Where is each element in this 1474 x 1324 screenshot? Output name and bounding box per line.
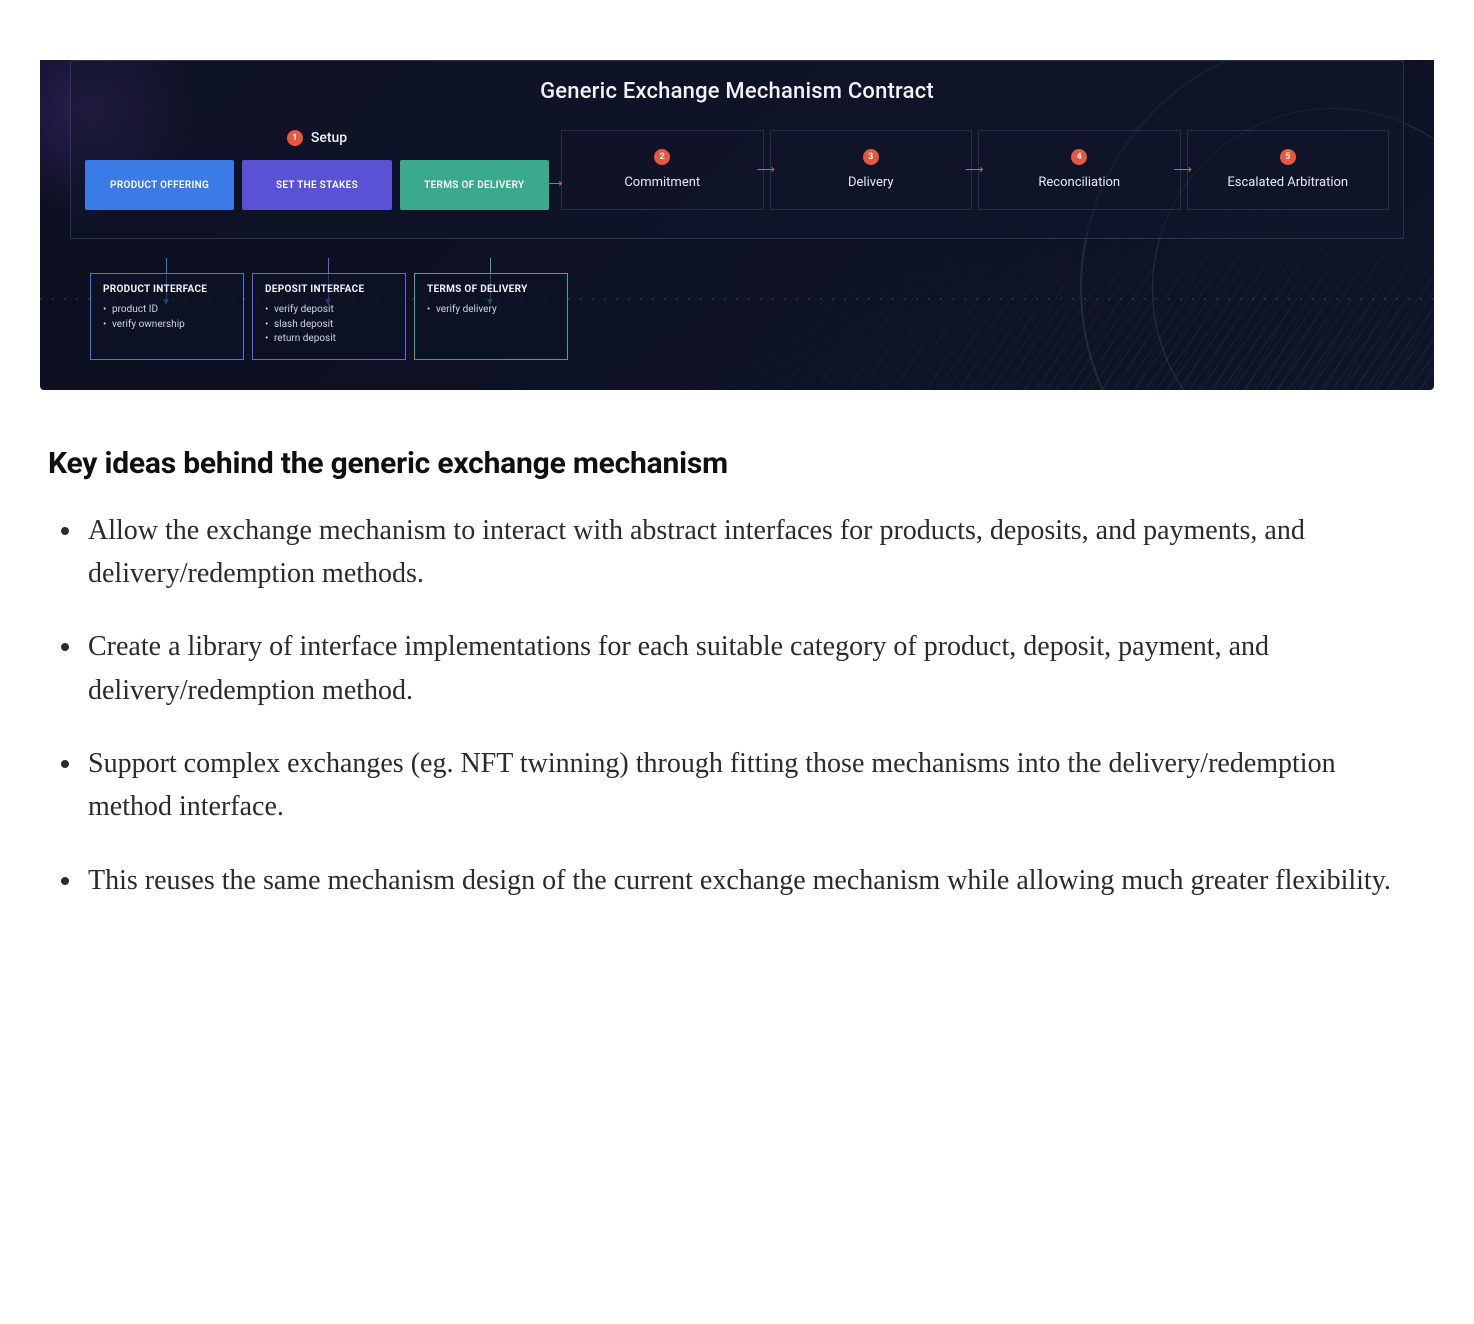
key-ideas-list: Allow the exchange mechanism to interact…	[48, 509, 1426, 903]
stage-label: Escalated Arbitration	[1227, 175, 1348, 191]
interface-item: verify ownership	[103, 318, 231, 333]
interface-items: product ID verify ownership	[103, 303, 231, 332]
box-terms-of-delivery: TERMS OF DELIVERY	[400, 160, 549, 210]
interfaces-row: PRODUCT INTERFACE product ID verify owne…	[70, 273, 1404, 360]
interface-item: return deposit	[265, 332, 393, 347]
interface-items: verify deposit slash deposit return depo…	[265, 303, 393, 347]
interface-deposit: DEPOSIT INTERFACE verify deposit slash d…	[252, 273, 406, 360]
interface-title: TERMS OF DELIVERY	[427, 284, 555, 295]
stage-delivery: ⟶ 3 Delivery	[770, 130, 973, 210]
stage-badge-5: 5	[1280, 149, 1296, 165]
stage-commitment: ⟶ 2 Commitment	[561, 130, 764, 210]
stage-row: 1 Setup PRODUCT OFFERING SET THE STAKES …	[85, 130, 1389, 210]
stage-setup: 1 Setup PRODUCT OFFERING SET THE STAKES …	[85, 130, 555, 210]
list-item: This reuses the same mechanism design of…	[84, 859, 1426, 902]
article-body: Key ideas behind the generic exchange me…	[0, 390, 1474, 993]
stage-badge-1: 1	[287, 130, 303, 146]
interface-title: PRODUCT INTERFACE	[103, 284, 231, 295]
stage-badge-2: 2	[654, 149, 670, 165]
box-set-the-stakes: SET THE STAKES	[242, 160, 391, 210]
setup-boxes: PRODUCT OFFERING SET THE STAKES TERMS OF…	[85, 160, 549, 210]
list-item: Support complex exchanges (eg. NFT twinn…	[84, 742, 1426, 829]
setup-label: Setup	[311, 130, 347, 146]
contract-card: Generic Exchange Mechanism Contract 1 Se…	[70, 60, 1404, 239]
interface-item: product ID	[103, 303, 231, 318]
arrow-icon: ⟶	[1174, 163, 1193, 178]
stage-escalated-arbitration: ⟶ 5 Escalated Arbitration	[1187, 130, 1390, 210]
stage-label: Delivery	[848, 175, 894, 191]
stage-badge-4: 4	[1071, 149, 1087, 165]
diagram-container: Generic Exchange Mechanism Contract 1 Se…	[40, 30, 1434, 390]
box-product-offering: PRODUCT OFFERING	[85, 160, 234, 210]
interface-item: verify delivery	[427, 303, 555, 318]
list-item: Create a library of interface implementa…	[84, 625, 1426, 712]
arrow-icon: ⟶	[965, 163, 984, 178]
stage-label: Commitment	[624, 175, 700, 191]
stage-badge-3: 3	[863, 149, 879, 165]
stage-reconciliation: ⟶ 4 Reconciliation	[978, 130, 1181, 210]
contract-title: Generic Exchange Mechanism Contract	[85, 79, 1389, 104]
interface-item: verify deposit	[265, 303, 393, 318]
stage-label: Reconciliation	[1038, 175, 1120, 191]
arrow-icon: ⟶	[757, 163, 776, 178]
interface-item: slash deposit	[265, 318, 393, 333]
exchange-mechanism-diagram: Generic Exchange Mechanism Contract 1 Se…	[40, 60, 1434, 390]
list-item: Allow the exchange mechanism to interact…	[84, 509, 1426, 596]
interface-items: verify delivery	[427, 303, 555, 318]
interface-product: PRODUCT INTERFACE product ID verify owne…	[90, 273, 244, 360]
interface-terms-of-delivery: TERMS OF DELIVERY verify delivery	[414, 273, 568, 360]
setup-header: 1 Setup	[85, 130, 549, 146]
section-heading: Key ideas behind the generic exchange me…	[48, 446, 1426, 481]
interface-title: DEPOSIT INTERFACE	[265, 284, 393, 295]
arrow-icon: ⟶	[544, 177, 563, 192]
